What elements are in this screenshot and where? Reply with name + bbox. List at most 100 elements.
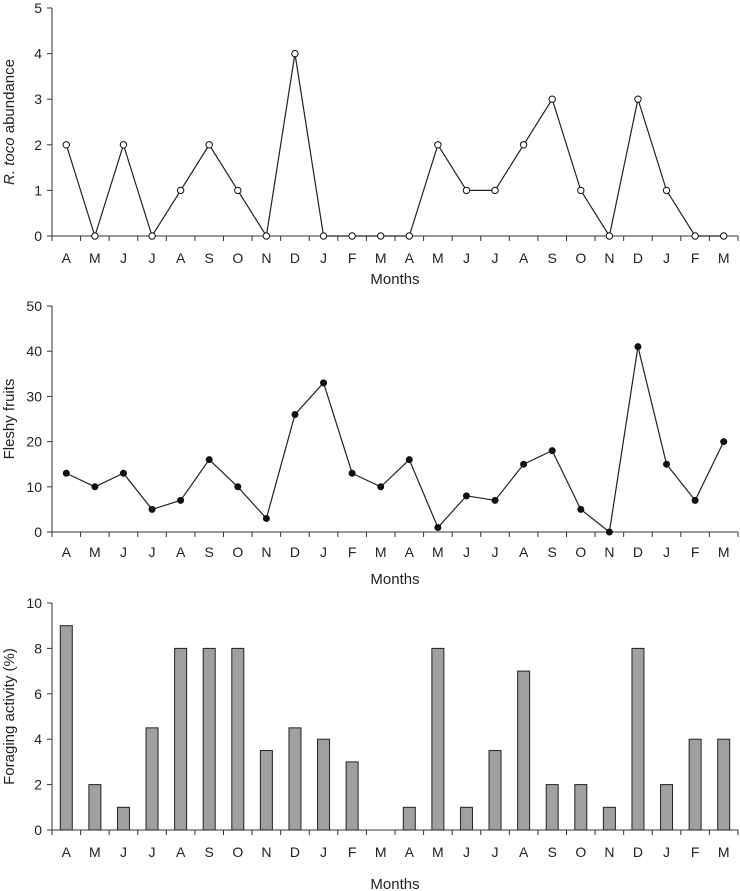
x-tick-label: J xyxy=(120,544,127,560)
x-tick-label: S xyxy=(548,544,557,560)
x-tick-label: A xyxy=(176,544,186,560)
bar xyxy=(59,625,73,831)
y-tick-label: 0 xyxy=(34,524,42,540)
x-axis-title: Months xyxy=(370,271,419,288)
x-tick-label: M xyxy=(89,844,101,860)
x-tick-label: D xyxy=(290,250,300,266)
data-point xyxy=(234,186,242,195)
x-tick-label: D xyxy=(633,844,643,860)
data-point xyxy=(634,343,642,351)
x-tick-label: F xyxy=(691,250,700,266)
x-tick-label: A xyxy=(176,250,186,266)
bar xyxy=(631,647,645,831)
data-point xyxy=(434,141,442,149)
x-tick-label: M xyxy=(432,250,444,266)
data-point xyxy=(577,186,585,195)
x-axis-title: Months xyxy=(370,571,419,588)
x-tick-label: A xyxy=(62,844,72,860)
bar xyxy=(545,784,559,831)
data-point xyxy=(634,95,642,103)
y-tick-label: 4 xyxy=(34,731,42,747)
x-tick-label: M xyxy=(375,250,387,266)
bar xyxy=(602,806,616,831)
x-tick-label: J xyxy=(663,250,670,266)
y-tick-label: 8 xyxy=(34,640,42,656)
data-point xyxy=(662,186,671,195)
x-tick-label: D xyxy=(290,844,300,860)
data-point xyxy=(291,49,299,58)
bar xyxy=(317,738,331,831)
data-point xyxy=(720,438,728,446)
bar xyxy=(174,647,188,831)
x-tick-label: M xyxy=(718,844,730,860)
bar xyxy=(688,738,702,831)
data-point xyxy=(319,232,328,240)
data-point xyxy=(348,232,356,240)
bar xyxy=(345,761,359,831)
data-point xyxy=(377,232,385,240)
x-tick-label: M xyxy=(718,544,730,560)
bar xyxy=(717,738,731,831)
x-tick-label: M xyxy=(89,544,101,560)
data-point xyxy=(91,232,99,240)
x-tick-label: M xyxy=(375,544,387,560)
x-tick-label: J xyxy=(149,544,156,560)
bar xyxy=(431,647,445,831)
bar xyxy=(88,784,102,831)
y-axis-title: Foraging activity (%) xyxy=(1,648,18,785)
data-point xyxy=(405,232,413,240)
data-point xyxy=(377,483,385,491)
x-tick-label: S xyxy=(548,250,557,266)
x-tick-label: M xyxy=(375,844,387,860)
x-tick-label: A xyxy=(405,844,415,860)
x-tick-label: A xyxy=(405,250,415,266)
y-tick-label: 6 xyxy=(34,686,42,702)
y-tick-label: 30 xyxy=(26,388,42,404)
x-tick-label: F xyxy=(348,844,357,860)
y-tick-label: 0 xyxy=(34,228,42,244)
x-tick-label: O xyxy=(575,544,586,560)
y-tick-label: 10 xyxy=(26,479,42,495)
y-axis-title-rest: abundance xyxy=(1,59,18,137)
y-tick-label: 40 xyxy=(26,343,42,359)
data-point xyxy=(262,232,271,240)
x-tick-label: J xyxy=(492,250,499,266)
x-tick-label: N xyxy=(261,250,271,266)
x-tick-label: O xyxy=(232,544,243,560)
data-point xyxy=(491,496,499,504)
x-tick-label: J xyxy=(463,250,470,266)
x-tick-label: S xyxy=(548,844,557,860)
x-tick-label: J xyxy=(492,844,499,860)
data-point xyxy=(205,141,213,149)
bar xyxy=(231,647,245,831)
x-tick-label: N xyxy=(261,844,271,860)
x-tick-label: M xyxy=(718,250,730,266)
data-point xyxy=(491,186,499,195)
x-tick-label: A xyxy=(405,544,415,560)
data-point xyxy=(691,232,699,240)
data-point xyxy=(176,186,185,195)
x-tick-label: A xyxy=(519,250,529,266)
bar xyxy=(517,670,531,831)
x-tick-label: A xyxy=(62,544,72,560)
data-point xyxy=(605,232,614,240)
y-tick-label: 10 xyxy=(26,595,42,611)
x-tick-label: D xyxy=(633,250,643,266)
x-tick-label: F xyxy=(691,844,700,860)
data-point xyxy=(205,456,213,464)
x-tick-label: N xyxy=(604,544,614,560)
data-point xyxy=(119,141,128,149)
y-tick-label: 1 xyxy=(34,182,42,198)
data-point xyxy=(462,186,471,195)
x-tick-label: S xyxy=(205,250,214,266)
y-tick-label: 0 xyxy=(34,822,42,838)
data-point xyxy=(62,469,70,477)
x-tick-label: D xyxy=(633,544,643,560)
x-axis-title: Months xyxy=(370,876,419,891)
x-tick-label: J xyxy=(120,250,127,266)
panel-rtoco-abundance: 0 1 2 3 4 5 A M J J A S O N D J F M A M J J A S O N D J F M Months R. t… xyxy=(1,0,739,288)
data-point xyxy=(320,379,328,387)
bar xyxy=(259,750,273,831)
data-point xyxy=(262,514,270,522)
y-tick-label: 2 xyxy=(34,777,42,793)
